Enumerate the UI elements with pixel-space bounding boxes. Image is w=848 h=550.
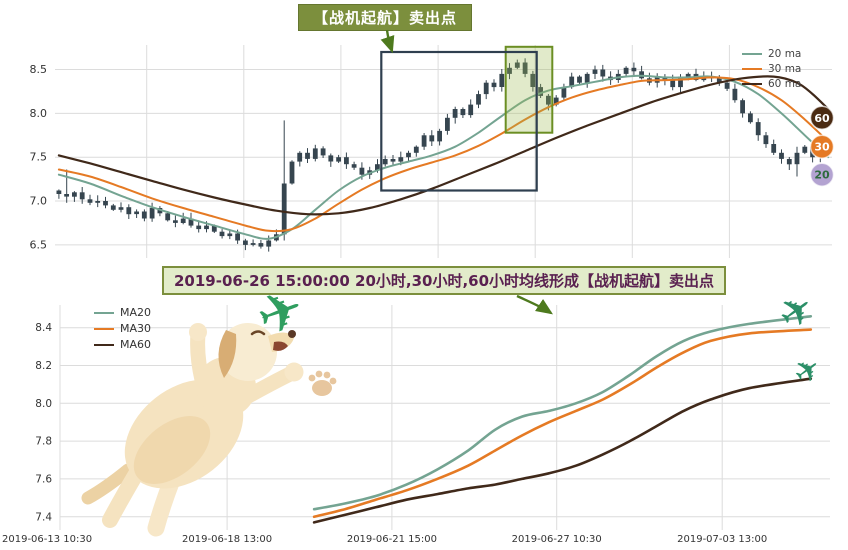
legend-swatch — [94, 311, 114, 314]
legend-item: MA30 — [94, 322, 151, 335]
signal-box — [380, 50, 538, 192]
bottom-y-axis-labels: 7.4 7.6 7.8 8.0 8.2 8.4 — [35, 322, 52, 523]
legend-label: MA30 — [120, 322, 152, 335]
svg-text:8.5: 8.5 — [30, 63, 48, 76]
svg-text:30: 30 — [814, 141, 830, 154]
dog-tail — [81, 463, 135, 505]
svg-text:20: 20 — [814, 169, 830, 182]
legend-item: 20 ma — [742, 48, 801, 60]
ma-badge-60: 60 — [809, 105, 835, 131]
svg-text:7.8: 7.8 — [35, 436, 52, 448]
dog-nose — [288, 330, 296, 338]
svg-text:8.0: 8.0 — [30, 107, 48, 120]
candlestick-chart: 6.5 7.0 7.5 8.0 8.5 60 30 20 — [30, 45, 835, 258]
legend-label: 20 ma — [768, 48, 802, 60]
svg-text:7.4: 7.4 — [35, 511, 52, 523]
dog-paw — [189, 323, 207, 341]
ma-badge-30: 30 — [809, 134, 835, 159]
signal-callout: 2019-06-26 15:00:00 20小时,30小时,60小时均线形成【战… — [162, 266, 727, 295]
ma-line-60ma — [57, 75, 830, 216]
sell-point-banner: 【战机起航】卖出点 — [298, 4, 473, 31]
svg-text:2019-06-13 10:30: 2019-06-13 10:30 — [2, 534, 92, 545]
legend-label: MA60 — [120, 338, 152, 351]
svg-text:2019-06-18 13:00: 2019-06-18 13:00 — [182, 534, 272, 545]
legend-item: MA60 — [94, 338, 151, 351]
svg-text:60: 60 — [814, 112, 830, 125]
ma-line-MA60 — [312, 377, 813, 524]
legend-item: MA20 — [94, 306, 151, 319]
legend-swatch — [94, 343, 114, 346]
ma-badge-20: 20 — [809, 162, 835, 187]
dog-shading — [133, 416, 211, 484]
svg-text:2019-06-21 15:00: 2019-06-21 15:00 — [347, 534, 437, 545]
legend-label: 60 ma — [768, 78, 802, 90]
legend-label: 30 ma — [768, 63, 802, 75]
ma-line-MA20 — [312, 315, 813, 511]
svg-text:6.5: 6.5 — [30, 238, 48, 251]
svg-text:7.5: 7.5 — [30, 151, 48, 164]
svg-text:8.0: 8.0 — [35, 398, 52, 410]
bottom-x-axis-labels: 2019-06-13 10:30 2019-06-18 13:00 2019-06-… — [2, 534, 767, 545]
svg-text:7.0: 7.0 — [30, 195, 48, 208]
svg-text:2019-07-03 13:00: 2019-07-03 13:00 — [677, 534, 767, 545]
svg-text:2019-06-27 10:30: 2019-06-27 10:30 — [512, 534, 602, 545]
top-chart-legend: 20 ma 30 ma 60 ma — [742, 48, 801, 90]
svg-text:8.2: 8.2 — [35, 360, 52, 372]
dog-mouth — [273, 341, 288, 351]
bottom-chart-legend: MA20 MA30 MA60 — [94, 306, 151, 351]
dog-ear — [218, 330, 237, 378]
legend-swatch — [742, 68, 762, 70]
svg-text:8.4: 8.4 — [35, 322, 52, 334]
legend-swatch — [94, 327, 114, 330]
dog-paw — [284, 362, 304, 382]
candlesticks — [56, 58, 831, 252]
paw-print — [308, 370, 337, 396]
dog-illustration — [81, 323, 337, 537]
top-y-axis-labels: 6.5 7.0 7.5 8.0 8.5 — [30, 63, 48, 251]
ma-line-MA30 — [312, 328, 813, 519]
dog-eye — [250, 330, 266, 336]
legend-label: MA20 — [120, 306, 152, 319]
bottom-grid — [59, 305, 830, 530]
ma-line-30ma — [57, 76, 830, 233]
svg-text:7.6: 7.6 — [35, 473, 52, 485]
legend-swatch — [742, 53, 762, 55]
legend-item: 60 ma — [742, 78, 801, 90]
legend-item: 30 ma — [742, 63, 801, 75]
signal-highlight — [504, 45, 554, 134]
legend-swatch — [742, 83, 762, 85]
